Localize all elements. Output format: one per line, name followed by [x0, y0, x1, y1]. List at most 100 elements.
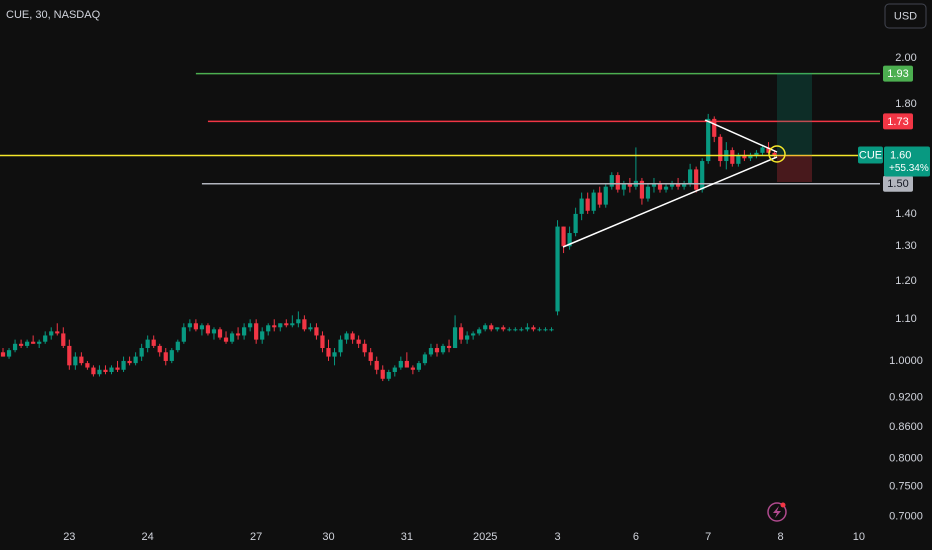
candle-body — [362, 343, 367, 353]
x-tick-label: 27 — [250, 531, 262, 543]
candle-body — [181, 327, 186, 342]
candle-body — [663, 186, 669, 190]
candle-body — [712, 118, 717, 137]
candle-body — [205, 325, 211, 334]
candle-body — [452, 327, 458, 349]
candle-body — [398, 360, 403, 368]
candle-body — [115, 367, 120, 370]
candle-body — [434, 348, 440, 353]
candle-body — [446, 345, 452, 349]
candle-body — [121, 360, 126, 370]
candle-body — [706, 118, 711, 162]
x-tick-label: 6 — [633, 531, 639, 543]
candle-body — [573, 213, 578, 234]
candle-body — [199, 325, 205, 330]
candle-body — [109, 367, 114, 373]
x-tick-label: 3 — [554, 531, 560, 543]
candle-body — [296, 319, 301, 324]
symbol-tag-label: CUE — [859, 149, 882, 161]
symbol-tag — [858, 146, 883, 164]
x-tick-label: 10 — [853, 531, 865, 543]
candle-body — [700, 161, 705, 190]
candle-body — [603, 186, 608, 205]
candle-body — [272, 325, 277, 328]
candle-body — [61, 333, 66, 346]
candle-body — [585, 198, 590, 211]
candle-body — [43, 335, 48, 342]
candle-body — [416, 363, 422, 370]
candle-body — [217, 329, 223, 338]
target-zone — [777, 73, 812, 155]
candle-body — [639, 180, 645, 199]
candle-body — [248, 323, 253, 328]
candle-body — [37, 341, 42, 344]
candle-body — [25, 341, 30, 346]
lightning — [773, 506, 781, 518]
candle-body — [543, 329, 548, 331]
candle-body — [242, 327, 247, 336]
candle-body — [669, 183, 675, 187]
currency-label[interactable]: USD — [894, 10, 917, 22]
candle-body — [223, 337, 229, 342]
candle-body — [374, 360, 379, 370]
candle-body — [187, 323, 192, 328]
y-tick-label: 0.8000 — [889, 452, 923, 464]
drawings — [562, 73, 812, 522]
candle-body — [507, 329, 512, 331]
candle-body — [519, 329, 524, 331]
candle-body — [211, 329, 217, 334]
candle-body — [501, 327, 506, 330]
y-tick-label: 1.0000 — [889, 355, 923, 367]
candle-body — [483, 325, 488, 330]
candle-body — [591, 192, 596, 211]
plot — [0, 72, 883, 382]
x-tick-label: 31 — [401, 531, 413, 543]
candle-body — [537, 329, 542, 331]
candle-body — [314, 327, 319, 336]
price-tag — [884, 146, 930, 177]
candle-body — [748, 155, 753, 159]
candle-body — [368, 352, 373, 361]
x-tick-label: 24 — [142, 531, 154, 543]
x-tick-label: 7 — [705, 531, 711, 543]
candle-body — [193, 323, 198, 330]
candle-body — [549, 329, 554, 331]
x-tick-label: 8 — [777, 531, 783, 543]
candle-body — [489, 325, 494, 330]
level-label: 1.73 — [887, 116, 908, 128]
candle-body — [278, 323, 283, 328]
currency-button[interactable] — [884, 3, 927, 29]
symbol-line: CUE, 30, NASDAQ — [6, 9, 101, 21]
candle-body — [627, 183, 632, 187]
candle-body — [103, 369, 108, 373]
candle-body — [6, 350, 12, 357]
candle-body — [260, 331, 265, 340]
candle-body — [495, 327, 500, 330]
level-tag — [883, 113, 913, 130]
candle-body — [609, 175, 614, 187]
candle-body — [12, 343, 18, 351]
price-axis: 0.7000 0.7500 0.8000 0.8600 0.9200 1.0000 1.10… — [63, 52, 930, 543]
candle-body — [380, 369, 385, 379]
event-icon[interactable] — [767, 502, 787, 522]
y-tick-label: 1.30 — [895, 240, 916, 252]
x-tick-label: 2025 — [473, 531, 497, 543]
candle-body — [175, 341, 180, 351]
candle-body — [308, 327, 313, 330]
candle-body — [465, 335, 470, 340]
price-tag-label: 1.60 — [890, 149, 911, 161]
candle-body — [645, 186, 651, 199]
candle-body — [139, 348, 144, 357]
y-tick-label: 0.8600 — [889, 421, 923, 433]
x-tick-label: 23 — [63, 531, 75, 543]
level-tag — [883, 65, 913, 82]
candle-body — [525, 327, 530, 330]
candle-body — [513, 329, 518, 331]
highlight-circle — [768, 145, 786, 163]
candle-body — [392, 367, 397, 373]
candle-body — [151, 339, 156, 346]
candle-body — [422, 354, 428, 364]
